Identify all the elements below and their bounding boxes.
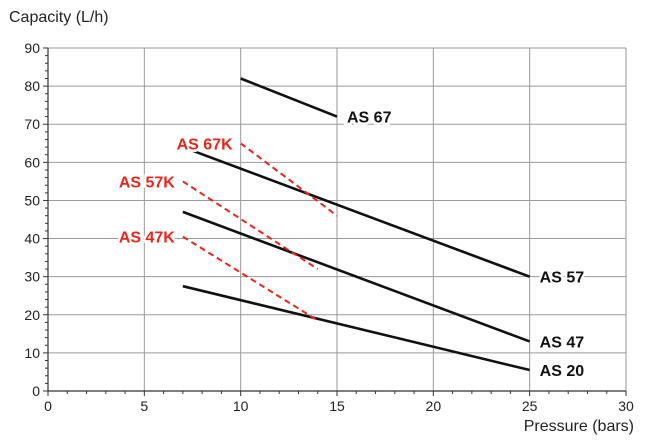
axes (43, 47, 627, 396)
series-labels: AS 67 AS 57 AS 47 AS 20 AS 67K AS 57K AS 47K (116, 107, 586, 382)
series-line-as-57k (182, 180, 319, 270)
y-tick-label: 30 (24, 269, 40, 285)
series-line-as-67 (240, 77, 338, 118)
series-label-as-47k: AS 47K (119, 230, 175, 247)
series-line-as-47k (182, 235, 319, 322)
grid (48, 47, 627, 391)
y-tick-label: 10 (24, 345, 40, 361)
y-tick-label: 90 (24, 40, 40, 56)
x-tick-label: 5 (140, 398, 148, 414)
y-tick-label: 20 (24, 307, 40, 323)
x-tick-label: 30 (618, 398, 634, 414)
x-tick-label: 10 (233, 398, 249, 414)
y-tick-label: 40 (24, 231, 40, 247)
series-line-as-47 (182, 210, 531, 343)
series-label-as-20: AS 20 (540, 363, 585, 380)
x-tick-label: 20 (426, 398, 442, 414)
y-tick-label: 50 (24, 192, 40, 208)
x-tick-label: 15 (329, 398, 345, 414)
y-tick-label: 70 (24, 116, 40, 132)
series-line-as-20 (182, 284, 530, 372)
y-tick-label: 0 (32, 383, 40, 399)
series-label-as-67k: AS 67K (177, 136, 233, 153)
series-line-as-67k (240, 142, 338, 217)
y-axis-title: Capacity (L/h) (9, 9, 109, 26)
series-label-as-57: AS 57 (540, 270, 585, 287)
tick-labels: 0 5 10 15 20 25 30 0 10 20 30 40 50 60 70 80 90 (24, 40, 634, 414)
series-label-as-57k: AS 57K (119, 174, 175, 191)
x-tick-label: 25 (522, 398, 538, 414)
series-line-as-57 (182, 145, 531, 278)
series-group (182, 77, 531, 372)
y-tick-label: 80 (24, 78, 40, 94)
y-tick-label: 60 (24, 154, 40, 170)
x-axis-title: Pressure (bars) (523, 418, 634, 435)
series-label-as-67: AS 67 (347, 110, 392, 127)
x-tick-label: 0 (44, 398, 52, 414)
series-label-as-47: AS 47 (540, 334, 585, 351)
